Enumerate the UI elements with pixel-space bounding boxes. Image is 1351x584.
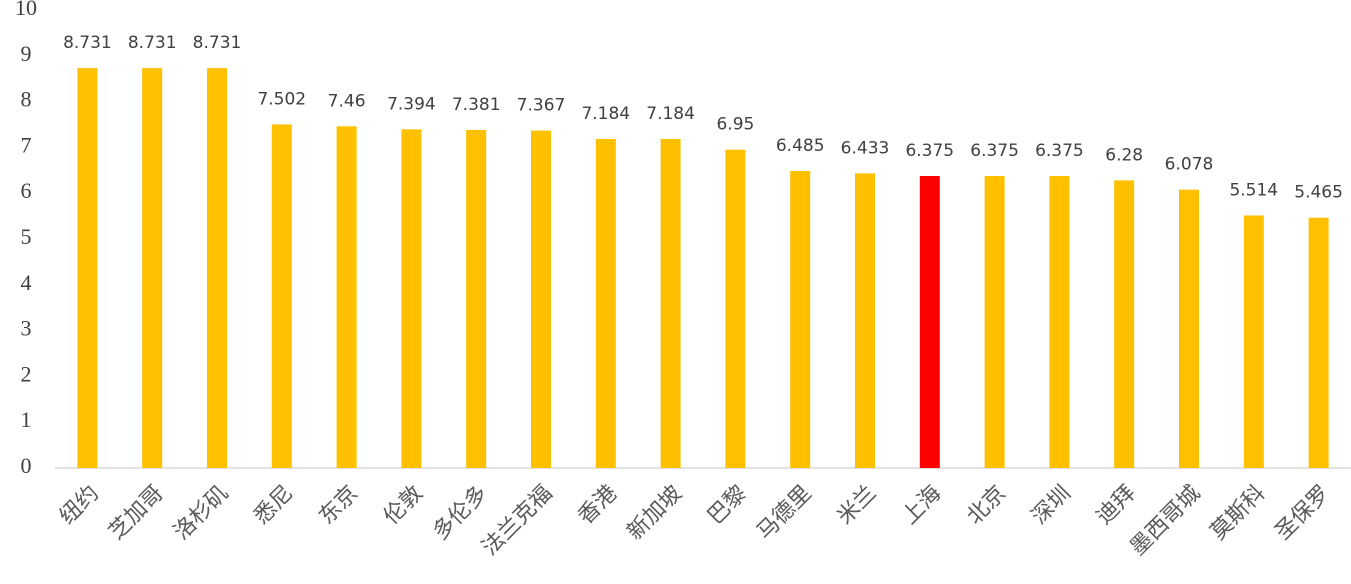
x-tick-label: 伦敦 — [379, 481, 428, 530]
bar — [1179, 189, 1199, 468]
bar — [790, 170, 811, 468]
y-tick-label: 0 — [21, 453, 32, 478]
bar — [725, 149, 746, 468]
y-tick-label: 6 — [21, 178, 32, 203]
x-tick-label: 墨西哥城 — [1126, 481, 1206, 561]
x-tick-label: 东京 — [314, 481, 363, 530]
data-label: 7.367 — [517, 96, 566, 116]
x-tick-label: 马德里 — [752, 481, 816, 545]
x-tick-label: 巴黎 — [703, 481, 752, 530]
bar — [142, 68, 163, 468]
data-label: 5.514 — [1229, 180, 1278, 200]
x-tick-label: 香港 — [573, 481, 622, 530]
x-tick-label: 深圳 — [1027, 481, 1076, 530]
x-tick-label: 新加坡 — [623, 481, 687, 545]
x-tick-label: 莫斯科 — [1206, 481, 1270, 545]
x-tick-label: 多伦多 — [428, 481, 492, 545]
data-label: 6.375 — [905, 141, 954, 161]
data-label: 8.731 — [63, 33, 112, 53]
data-label: 7.46 — [328, 91, 366, 111]
data-label: 6.485 — [776, 136, 825, 156]
data-label: 6.375 — [970, 141, 1019, 161]
data-label: 7.184 — [646, 104, 695, 124]
data-label: 7.184 — [581, 104, 630, 124]
bar — [531, 130, 551, 468]
y-tick-label: 8 — [21, 87, 32, 112]
y-tick-label: 10 — [15, 0, 37, 20]
data-label: 6.375 — [1035, 141, 1084, 161]
bar — [77, 68, 98, 468]
bar — [1049, 176, 1070, 468]
data-label: 7.502 — [257, 89, 306, 109]
y-tick-label: 9 — [21, 41, 32, 66]
x-tick-label: 悉尼 — [249, 481, 298, 530]
x-tick-label: 米兰 — [833, 481, 882, 530]
bar — [271, 124, 292, 469]
bar — [466, 129, 487, 468]
x-tick-label: 洛杉矶 — [169, 481, 233, 545]
x-tick-label: 法兰克福 — [478, 481, 558, 561]
bar — [660, 138, 681, 469]
y-tick-label: 3 — [21, 316, 32, 341]
bar — [336, 126, 357, 468]
data-label: 6.28 — [1105, 145, 1143, 165]
y-tick-label: 4 — [21, 270, 32, 295]
bar — [855, 173, 875, 469]
bar — [401, 129, 422, 468]
y-tick-label: 1 — [21, 407, 32, 432]
data-label: 8.731 — [128, 33, 177, 53]
x-tick-label: 北京 — [962, 481, 1011, 530]
data-label: 6.95 — [716, 115, 754, 135]
bar — [1308, 217, 1329, 468]
x-tick-label: 芝加哥 — [104, 481, 168, 545]
x-tick-label: 纽约 — [55, 481, 104, 530]
data-label: 8.731 — [193, 33, 242, 53]
data-label: 6.078 — [1165, 155, 1214, 175]
bar — [207, 68, 227, 468]
data-label: 7.394 — [387, 94, 436, 114]
y-tick-label: 2 — [21, 361, 32, 386]
data-label: 5.465 — [1294, 183, 1343, 203]
data-label: 7.381 — [452, 95, 501, 115]
data-label: 6.433 — [841, 138, 890, 158]
x-tick-label: 迪拜 — [1092, 481, 1141, 530]
bar — [1114, 180, 1135, 468]
x-tick-label: 上海 — [897, 481, 946, 530]
x-tick-label: 圣保罗 — [1271, 481, 1335, 545]
bar — [984, 176, 1005, 468]
bar — [919, 176, 940, 468]
bar — [595, 138, 616, 469]
bar — [1243, 215, 1264, 468]
y-tick-label: 5 — [21, 224, 32, 249]
y-tick-label: 7 — [21, 132, 32, 157]
